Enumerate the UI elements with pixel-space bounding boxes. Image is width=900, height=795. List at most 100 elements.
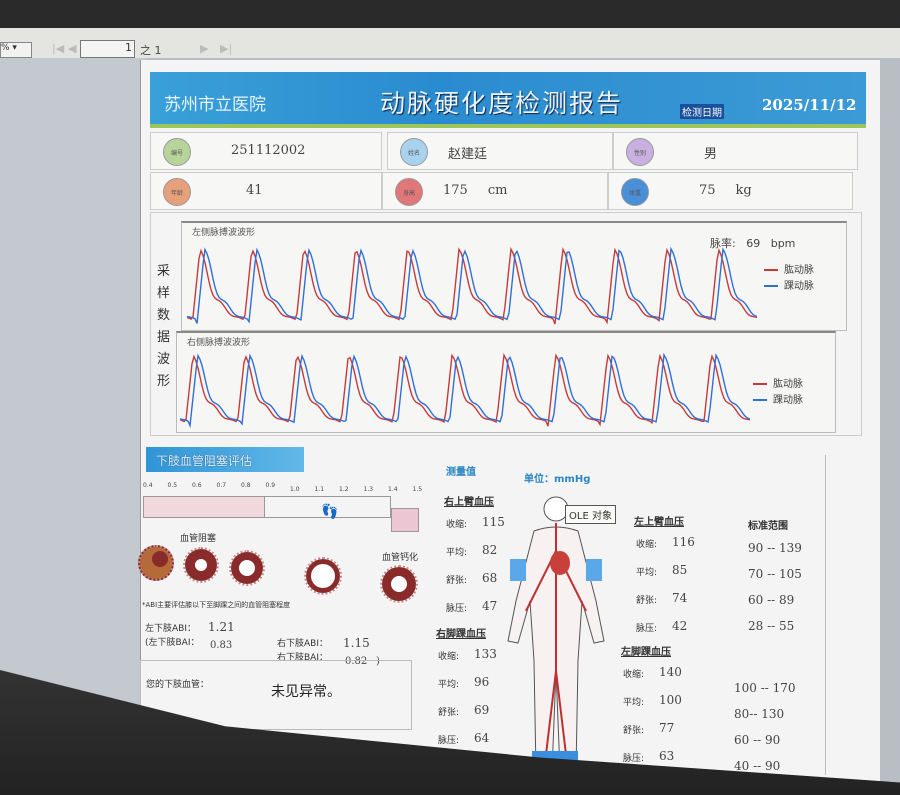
row-label: 舒张:: [636, 596, 658, 606]
legend-item-ankle: 踝动脉: [764, 279, 814, 295]
waveform-section-label: 采样数据波形: [157, 264, 171, 389]
ankle-artery-waveform: [187, 246, 757, 324]
result-value: 未见异常。: [271, 684, 341, 700]
left-waveform-chart: 左侧脉搏波波形 脉率: 69 bpm 肱动脉 踝动脉: [181, 221, 847, 331]
left-abi-label: 左下肢ABI：: [145, 624, 196, 634]
patient-field: 编号 251112002: [150, 132, 382, 170]
left-ankle-value: 63: [659, 749, 675, 763]
section-title-lower-limb: 下肢血管阻塞评估: [146, 447, 304, 472]
legend-item-brachial: 肱动脉: [764, 263, 814, 279]
viewer-toolbar: [0, 0, 900, 58]
zoom-value: %: [1, 43, 10, 53]
row-label: 脉压:: [446, 604, 468, 614]
field-value: 75 kg: [699, 183, 752, 198]
left-ankle-value: 100: [659, 693, 682, 707]
result-label: 您的下肢血管：: [146, 680, 210, 690]
scale-tick: 1.1: [314, 486, 325, 493]
report-title: 动脉硬化度检测报告: [380, 89, 624, 118]
calcification-zone: [391, 508, 419, 532]
right-arm-value: 47: [482, 599, 498, 613]
right-ankle-value: 133: [474, 647, 497, 661]
field-badge: 姓名: [400, 138, 428, 166]
pulse-rate: 脉率: 69 bpm: [710, 235, 795, 251]
normal-zone: [265, 496, 391, 518]
field-value-text: 175: [443, 183, 468, 198]
ankle-range: 100 -- 170: [734, 681, 796, 695]
row-label: 平均:: [438, 680, 460, 690]
report-date: 2025/11/12: [762, 96, 857, 114]
field-badge: 编号: [163, 138, 191, 166]
legend: 肱动脉 踝动脉: [753, 377, 803, 409]
right-bai-label: 右下肢BAI：: [277, 653, 328, 663]
legend-label: 踝动脉: [784, 281, 814, 292]
left-arm-value: 85: [672, 563, 688, 577]
legend: 肱动脉 踝动脉: [764, 263, 814, 295]
field-badge: 性别: [626, 138, 654, 166]
scale-tick: 0.7: [216, 482, 227, 489]
right-abi-label: 右下肢ABI：: [277, 639, 328, 649]
artery-cross-section-icon: [229, 550, 265, 586]
zoom-select[interactable]: % ▾: [0, 42, 32, 58]
artery-cross-section-icon: [138, 545, 174, 581]
date-label: 检测日期: [680, 104, 724, 119]
legend-item-brachial: 肱动脉: [753, 377, 803, 393]
right-waveform-plot: [180, 352, 750, 429]
row-label: 收缩:: [623, 670, 645, 680]
right-arm-value: 115: [482, 515, 505, 529]
page-number-input[interactable]: 1: [80, 40, 135, 58]
row-label: 收缩:: [636, 540, 658, 550]
right-bai-value: 0.82: [345, 656, 368, 667]
brachial-artery-waveform: [180, 352, 750, 427]
right-ankle-value: 96: [474, 675, 490, 689]
result-box: 您的下肢血管： 未见异常。: [140, 660, 412, 730]
field-badge: 身高: [395, 178, 423, 206]
chart-title: 右侧脉搏波波形: [187, 338, 251, 348]
row-label: 舒张:: [446, 576, 468, 586]
patient-field: 姓名 赵建廷: [387, 132, 613, 170]
chart-title: 左侧脉搏波波形: [192, 228, 256, 238]
prev-page-icon[interactable]: ◀: [68, 42, 77, 55]
left-arm-value: 74: [672, 591, 688, 605]
field-value-text: 251112002: [231, 143, 306, 158]
row-label: 平均:: [623, 698, 645, 708]
arm-range: 90 -- 139: [748, 541, 802, 555]
right-ankle-value: 64: [474, 731, 490, 745]
field-unit: kg: [735, 183, 752, 198]
last-page-icon[interactable]: ▶|: [220, 42, 233, 55]
unit-label-text: 单位：: [524, 474, 554, 485]
left-ankle-title: 左脚踝血压: [621, 647, 671, 658]
patient-field: 身高 175 cm: [382, 172, 608, 210]
first-page-icon[interactable]: |◀: [52, 42, 65, 55]
next-page-icon[interactable]: ▶: [200, 42, 209, 55]
scale-tick: 0.8: [241, 482, 251, 489]
unit-value: mmHg: [554, 474, 591, 485]
left-bai-value: 0.83: [210, 640, 233, 651]
left-arm-title: 左上臂血压: [634, 517, 684, 528]
pulse-rate-unit: bpm: [770, 237, 796, 250]
measurement-section: 测量值 单位：mmHg OLE 对象 右上臂血压 收缩: 115 平均: 82 舒张: 68…: [436, 455, 826, 775]
right-ankle-title: 右脚踝血压: [436, 629, 486, 640]
left-bai-label: (左下肢BAI：: [145, 638, 200, 648]
artery-cross-section-icon: [183, 547, 219, 583]
right-waveform-chart: 右侧脉搏波波形 肱动脉 踝动脉: [176, 331, 836, 433]
left-arm-value: 42: [672, 619, 688, 633]
right-ankle-value: 69: [474, 703, 490, 717]
hospital-name: 苏州市立医院: [164, 95, 266, 115]
arm-range: 70 -- 105: [748, 567, 802, 581]
scale-tick: 0.6: [192, 482, 202, 489]
patient-field: 性别 男: [613, 132, 858, 170]
ankle-range: 40 -- 90: [734, 759, 781, 773]
left-waveform-plot: [187, 246, 757, 325]
calcification-label: 血管钙化: [382, 553, 419, 563]
report-banner: 苏州市立医院 动脉硬化度检测报告 检测日期 2025/11/12: [150, 72, 866, 128]
row-label: 平均:: [446, 548, 468, 558]
standard-range-title: 标准范围: [748, 521, 788, 532]
viewer-background: [0, 58, 145, 795]
row-label: 舒张:: [438, 708, 460, 718]
field-value-text: 赵建廷: [448, 147, 488, 162]
row-label: 平均:: [636, 568, 658, 578]
field-value-text: 男: [704, 147, 718, 162]
row-label: 脉压:: [438, 736, 460, 746]
obstruction-label: 血管阻塞: [180, 534, 217, 544]
row-label: 脉压:: [623, 754, 645, 764]
